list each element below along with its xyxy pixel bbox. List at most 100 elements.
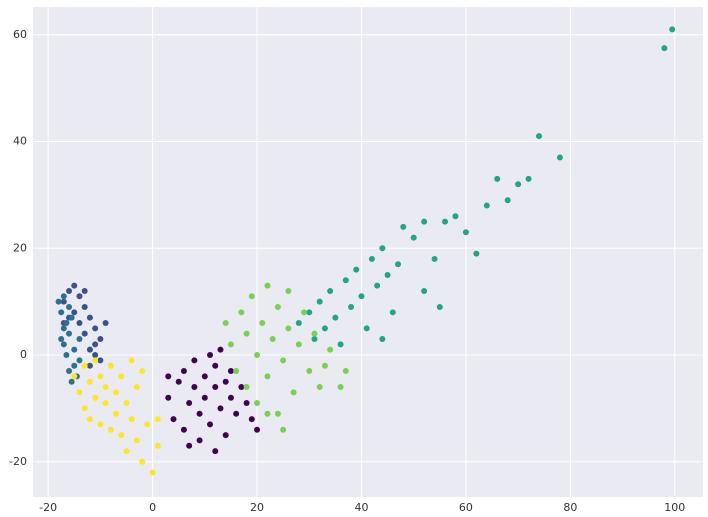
point (311, 336, 318, 343)
point (452, 213, 459, 220)
point (107, 362, 114, 369)
point (421, 287, 428, 294)
point (139, 368, 146, 375)
x-tick-label: 0 (149, 501, 156, 514)
point (217, 405, 224, 412)
point (243, 384, 250, 391)
point (285, 325, 292, 332)
point (494, 175, 501, 182)
point (212, 362, 219, 369)
point (327, 287, 334, 294)
x-tick-label: 20 (250, 501, 264, 514)
point (207, 352, 214, 359)
point (139, 458, 146, 465)
point (227, 341, 234, 348)
point (81, 303, 88, 310)
point (81, 330, 88, 337)
point (71, 309, 78, 316)
point (58, 336, 65, 343)
point (58, 309, 65, 316)
point (342, 368, 349, 375)
point (123, 448, 130, 455)
point (76, 293, 83, 300)
point (133, 437, 140, 444)
point (86, 378, 93, 385)
point (379, 245, 386, 252)
point (442, 218, 449, 225)
point (254, 352, 261, 359)
point (170, 416, 177, 423)
point (81, 405, 88, 412)
point (113, 410, 120, 417)
point (290, 389, 297, 396)
point (63, 352, 70, 359)
point (285, 287, 292, 294)
point (76, 357, 83, 364)
point (436, 303, 443, 310)
point (374, 282, 381, 289)
point (384, 271, 391, 278)
point (71, 362, 78, 369)
point (327, 346, 334, 353)
point (311, 330, 318, 337)
plot-area (33, 7, 703, 497)
point (274, 303, 281, 310)
point (60, 325, 67, 332)
point (118, 373, 125, 380)
point (348, 303, 355, 310)
point (421, 218, 428, 225)
point (222, 378, 229, 385)
point (86, 362, 93, 369)
point (379, 336, 386, 343)
point (222, 432, 229, 439)
point (243, 400, 250, 407)
point (669, 26, 676, 33)
point (76, 389, 83, 396)
point (483, 202, 490, 209)
point (102, 319, 109, 326)
point (243, 330, 250, 337)
point (337, 341, 344, 348)
x-tick-label: 100 (664, 501, 685, 514)
point (238, 384, 245, 391)
point (269, 336, 276, 343)
point (92, 341, 99, 348)
point (316, 298, 323, 305)
point (368, 255, 375, 262)
point (504, 197, 511, 204)
point (254, 400, 261, 407)
point (233, 368, 240, 375)
point (191, 357, 198, 364)
point (149, 469, 156, 476)
point (254, 426, 261, 433)
point (227, 394, 234, 401)
point (60, 341, 67, 348)
point (123, 400, 130, 407)
point (217, 346, 224, 353)
x-tick-label: -20 (39, 501, 57, 514)
point (133, 384, 140, 391)
point (66, 330, 73, 337)
point (191, 384, 198, 391)
point (118, 432, 125, 439)
point (342, 277, 349, 284)
point (525, 175, 532, 182)
y-tick-label: 20 (13, 241, 27, 254)
point (248, 293, 255, 300)
point (321, 325, 328, 332)
point (196, 410, 203, 417)
point (207, 421, 214, 428)
point (76, 319, 83, 326)
y-tick-label: 0 (20, 348, 27, 361)
point (186, 442, 193, 449)
point (280, 357, 287, 364)
point (165, 373, 172, 380)
point (186, 400, 193, 407)
point (68, 314, 75, 321)
point (264, 373, 271, 380)
point (515, 181, 522, 188)
point (60, 293, 67, 300)
point (92, 394, 99, 401)
